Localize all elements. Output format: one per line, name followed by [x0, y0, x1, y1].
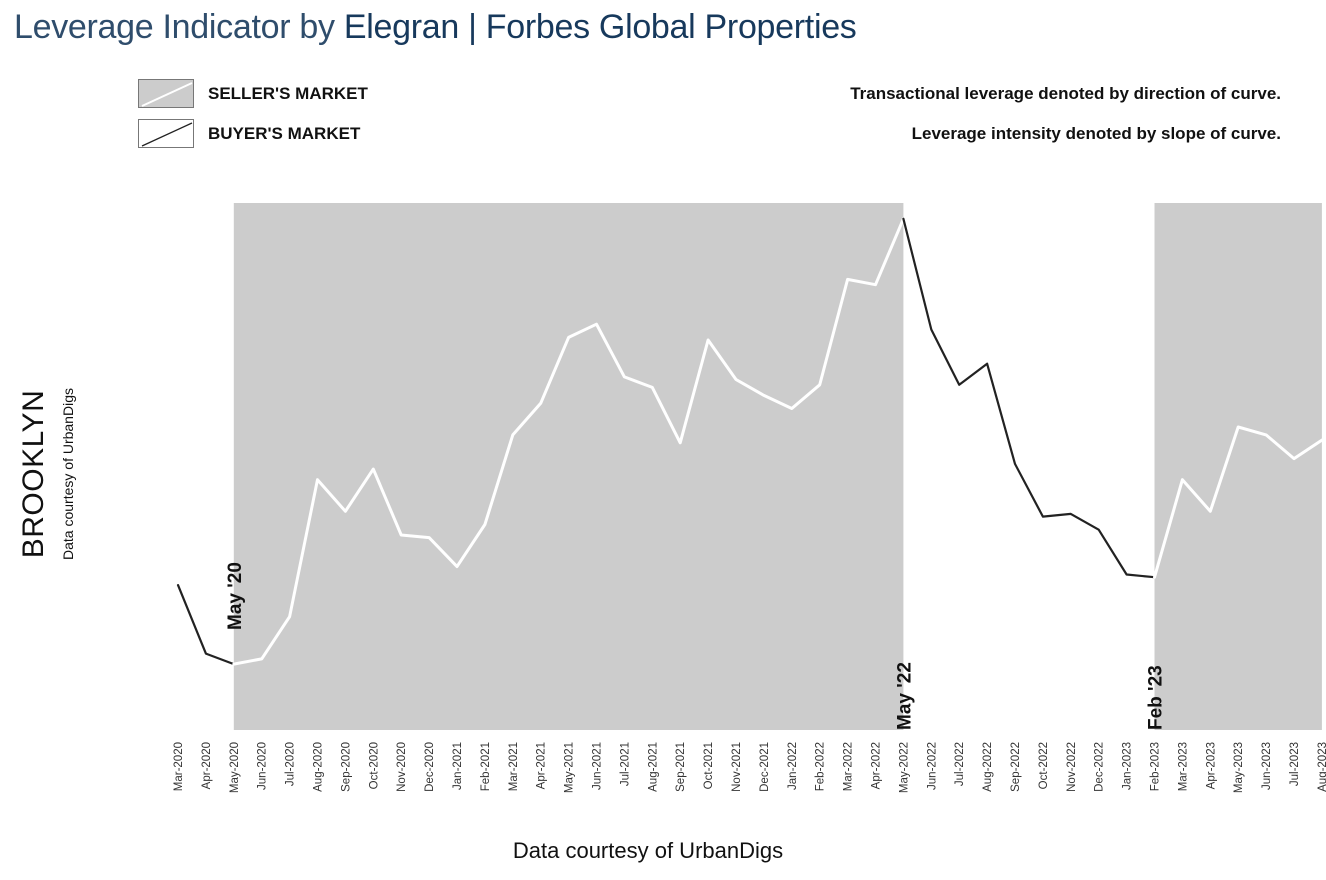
x-tick-label: Feb-2022: [815, 742, 827, 791]
x-tick-label: Dec-2021: [759, 742, 771, 792]
x-tick-label: Sep-2021: [675, 742, 687, 792]
title-prefix: Leverage Indicator by: [14, 8, 344, 46]
seller-swatch-graphic: [139, 80, 193, 107]
x-tick-label: Nov-2020: [396, 742, 408, 792]
note-direction: Transactional leverage denoted by direct…: [850, 84, 1281, 103]
x-tick-label: Aug-2022: [982, 742, 994, 792]
seller-series-line-1: [232, 217, 905, 666]
x-tick-label: Sep-2020: [340, 742, 352, 792]
x-tick-label: Jun-2023: [1261, 742, 1273, 790]
x-tick-label: Jul-2023: [1289, 742, 1301, 786]
x-tick-label: Aug-2021: [647, 742, 659, 792]
seller-market-region-3: [1154, 203, 1322, 730]
x-tick-label: Jun-2021: [592, 742, 604, 790]
page-title: Leverage Indicator by Elegran | Forbes G…: [14, 8, 857, 47]
legend-swatch-seller: [138, 79, 194, 108]
legend-swatch-buyer: [138, 119, 194, 148]
x-tick-label: Apr-2021: [536, 742, 548, 789]
x-tick-label: Sep-2022: [1010, 742, 1022, 792]
x-tick-label: Aug-2023: [1317, 742, 1326, 792]
seller-market-region-1: [233, 203, 904, 730]
buyer-swatch-graphic: [139, 120, 193, 147]
x-tick-label: Nov-2022: [1066, 742, 1078, 792]
x-tick-label: Feb-2023: [1150, 742, 1162, 791]
x-tick-label: Oct-2022: [1038, 742, 1050, 789]
x-tick-label: Dec-2022: [1094, 742, 1106, 792]
annotation-label-1: May '22: [894, 662, 915, 730]
legend-label-buyer: BUYER'S MARKET: [208, 124, 361, 143]
annotation-label-2: Feb '23: [1146, 665, 1167, 730]
x-tick-label: Mar-2022: [843, 742, 855, 791]
footer-source: Data courtesy of UrbanDigs: [512, 838, 784, 863]
x-tick-label: Jan-2022: [787, 742, 799, 790]
buyer-series-line-2: [902, 217, 1156, 579]
x-tick-label: Apr-2020: [201, 742, 213, 789]
title-brand: Elegran | Forbes Global Properties: [343, 8, 857, 46]
note-slope: Leverage intensity denoted by slope of c…: [911, 124, 1281, 143]
buyer-swatch-fill: [139, 120, 193, 147]
seller-series-line-3: [1153, 425, 1324, 579]
x-tick-label: Aug-2020: [313, 742, 325, 792]
x-tick-label: Jan-2023: [1122, 742, 1134, 790]
seller-swatch-line: [141, 82, 193, 107]
x-tick-label: May-2021: [564, 742, 576, 793]
legend-label-seller: SELLER'S MARKET: [208, 84, 368, 103]
x-tick-label: May-2022: [898, 742, 910, 793]
x-tick-label: Mar-2020: [173, 742, 185, 791]
x-tick-label: Apr-2023: [1205, 742, 1217, 789]
annotation-label-0: May '20: [225, 562, 246, 630]
x-tick-label: Jan-2021: [452, 742, 464, 790]
x-tick-label: Jul-2020: [285, 742, 297, 786]
x-tick-label: Feb-2021: [480, 742, 492, 791]
x-tick-label: Jul-2021: [619, 742, 631, 786]
x-tick-label: May-2023: [1233, 742, 1245, 793]
buyer-swatch-line: [141, 122, 193, 147]
buyer-series-line-0: [176, 583, 235, 666]
x-tick-label: Jun-2022: [926, 742, 938, 790]
x-tick-label: Mar-2023: [1177, 742, 1189, 791]
x-tick-label: Mar-2021: [508, 742, 520, 791]
x-tick-label: Oct-2020: [368, 742, 380, 789]
x-tick-label: Dec-2020: [424, 742, 436, 792]
x-tick-label: Jun-2020: [257, 742, 269, 790]
x-tick-label: Nov-2021: [731, 742, 743, 792]
x-tick-label: Oct-2021: [703, 742, 715, 789]
x-tick-label: May-2020: [229, 742, 241, 793]
x-tick-label: Jul-2022: [954, 742, 966, 786]
x-tick-label: Apr-2022: [871, 742, 883, 789]
